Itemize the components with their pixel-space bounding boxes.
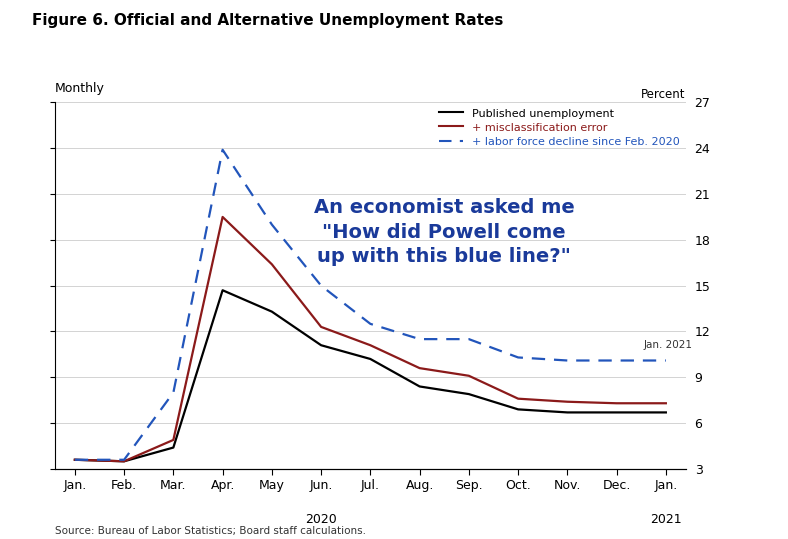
Text: Source: Bureau of Labor Statistics; Board staff calculations.: Source: Bureau of Labor Statistics; Boar…	[55, 526, 366, 536]
Text: Percent: Percent	[641, 87, 686, 101]
Legend: Published unemployment, + misclassification error, + labor force decline since F: Published unemployment, + misclassificat…	[439, 108, 680, 147]
Text: 2021: 2021	[650, 513, 682, 526]
Text: Jan. 2021: Jan. 2021	[644, 340, 693, 350]
Text: Figure 6. Official and Alternative Unemployment Rates: Figure 6. Official and Alternative Unemp…	[32, 13, 503, 29]
Text: Monthly: Monthly	[55, 82, 105, 95]
Text: 2020: 2020	[305, 513, 337, 526]
Text: An economist asked me
"How did Powell come
up with this blue line?": An economist asked me "How did Powell co…	[314, 198, 574, 266]
